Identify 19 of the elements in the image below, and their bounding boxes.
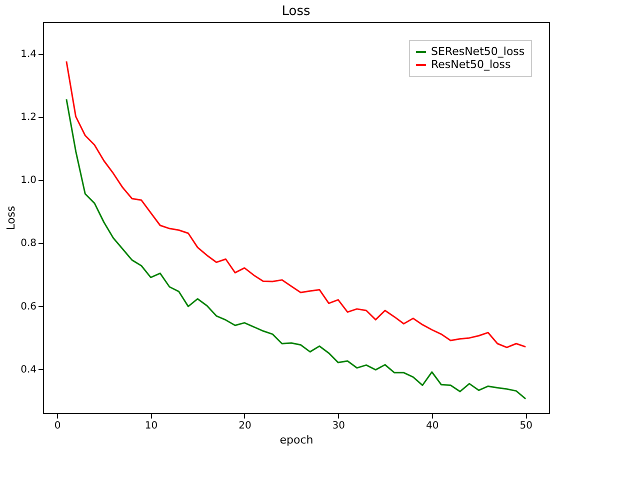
x-tick-label: 20 — [238, 420, 252, 432]
y-tick-label: 0.4 — [20, 364, 36, 376]
legend-label: ResNet50_loss — [431, 58, 511, 71]
x-tick-label: 0 — [54, 420, 61, 432]
y-tick-label: 1.2 — [20, 112, 36, 124]
y-axis-title: Loss — [4, 206, 18, 230]
x-tick-label: 10 — [144, 420, 158, 432]
line-series — [66, 60, 526, 348]
y-tick-label: 1.0 — [20, 175, 36, 186]
chart-title: Loss — [282, 4, 310, 19]
y-tick-label: 0.6 — [20, 301, 36, 312]
legend-label: SEResNet50_loss — [431, 45, 525, 58]
x-axis-title: epoch — [280, 434, 314, 446]
y-tick-label: 1.4 — [20, 49, 36, 60]
x-tick-label: 50 — [520, 420, 532, 432]
x-tick-label: 30 — [332, 420, 346, 432]
x-tick-label: 40 — [426, 420, 439, 432]
y-tick-label: 0.8 — [20, 238, 36, 250]
line-series — [66, 98, 526, 400]
